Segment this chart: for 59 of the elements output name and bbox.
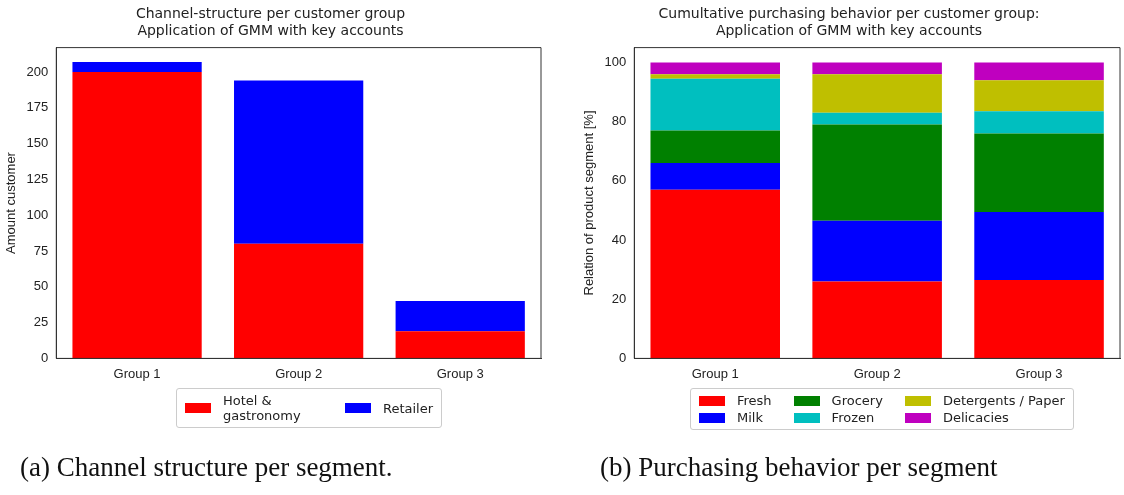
text: (a) Channel structure per segment. (20, 452, 393, 483)
bar (72, 61, 202, 72)
legend-label: Detergents / Paper (942, 393, 1065, 408)
bar (72, 71, 202, 359)
bar (812, 74, 942, 113)
chart-title: Channel-structure per customer group Application of GMM with key accounts (135, 5, 406, 38)
y-tick-label: 0 (41, 349, 49, 365)
y-tick-label: 150 (26, 135, 49, 151)
x-tick-label: Group 3 (1015, 365, 1063, 381)
text: (b) Purchasing behavior per segment (600, 452, 998, 483)
bar (974, 62, 1104, 81)
legend-label: Milk (737, 410, 763, 425)
bar (234, 243, 364, 359)
y-tick-label: 40 (611, 231, 627, 247)
bar (974, 80, 1104, 112)
x-tick-label: Group 1 (691, 365, 739, 381)
x-tick-label: Group 2 (275, 365, 323, 381)
y-tick-label: 25 (33, 314, 49, 330)
bar (650, 189, 780, 359)
y-tick-label: 75 (33, 242, 49, 258)
y-axis-title: Amount customer (3, 151, 19, 254)
y-tick-label: 125 (26, 170, 49, 186)
bar (974, 111, 1104, 134)
legend-label: Grocery (831, 393, 883, 408)
y-axis-title: Relation of product segment [%] (581, 110, 597, 296)
x-tick-label: Group 3 (436, 365, 484, 381)
legend-label: Frozen (831, 410, 875, 425)
legend-label: Retailer (383, 400, 434, 416)
y-tick-label: 100 (26, 206, 49, 222)
bar (395, 301, 525, 332)
bar (812, 112, 942, 125)
bar (395, 331, 525, 359)
legend-label: Delicacies (942, 410, 1009, 425)
bar (650, 163, 780, 190)
y-tick-label: 175 (26, 99, 49, 115)
bar (812, 124, 942, 221)
legend-label: Hotel & gastronomy (223, 393, 302, 423)
bar (650, 62, 780, 75)
x-tick-label: Group 2 (853, 365, 901, 381)
y-tick-label: 0 (619, 349, 627, 365)
y-tick-label: 50 (33, 278, 49, 294)
bar (974, 279, 1104, 359)
bar (234, 80, 364, 244)
bar (812, 281, 942, 359)
y-tick-label: 100 (604, 53, 627, 69)
y-tick-label: 60 (611, 172, 627, 188)
legend-label: Fresh (737, 393, 772, 408)
bar (650, 130, 780, 164)
y-tick-label: 200 (26, 63, 49, 79)
bar (974, 211, 1104, 280)
y-tick-label: 80 (611, 113, 627, 129)
bar (812, 220, 942, 282)
bar (812, 62, 942, 75)
chart-title: Cumultative purchasing behavior per customer group: Application of GMM with key accounts (658, 5, 1040, 38)
x-tick-label: Group 1 (113, 365, 161, 381)
bar (650, 78, 780, 131)
bar (650, 74, 780, 79)
y-tick-label: 20 (611, 290, 627, 306)
bar (974, 133, 1104, 212)
